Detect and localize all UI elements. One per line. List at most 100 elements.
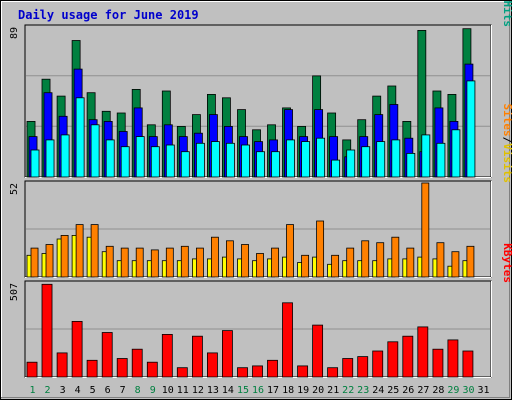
- x-tick-label: 15: [237, 385, 249, 396]
- bar-pages: [120, 146, 130, 178]
- bar-kbytes: [417, 326, 429, 378]
- bar-sites: [376, 242, 385, 278]
- bar-kbytes: [206, 352, 218, 378]
- x-tick-label: 22: [342, 385, 354, 396]
- bar-kbytes: [101, 332, 113, 378]
- bar-kbytes: [447, 339, 459, 378]
- bar-sites: [165, 247, 174, 278]
- bar-kbytes: [116, 358, 128, 378]
- bar-pages: [331, 159, 341, 178]
- bar-pages: [346, 149, 356, 178]
- chart-panels: 89Pages/Files/Hits 52 Sites/Visits 507 KByte…: [9, 0, 512, 378]
- x-tick-label: 1: [29, 385, 35, 396]
- x-tick-label: 27: [417, 385, 429, 396]
- bar-sites: [30, 247, 39, 278]
- bar-sites: [421, 182, 430, 278]
- bar-sites: [135, 247, 144, 278]
- x-tick-label: 8: [135, 385, 141, 396]
- legend-item: /: [501, 137, 512, 144]
- x-tick-label: 23: [357, 385, 369, 396]
- x-tick-label: 3: [60, 385, 66, 396]
- x-tick-label: 19: [297, 385, 309, 396]
- bar-sites: [286, 224, 294, 278]
- x-tick-label: 7: [120, 385, 126, 396]
- bar-pages: [436, 142, 446, 178]
- bar-sites: [331, 254, 340, 278]
- x-tick-label: 11: [177, 385, 189, 396]
- x-tick-label: 17: [267, 385, 279, 396]
- x-tick-label: 31: [477, 385, 489, 396]
- bar-sites: [210, 236, 219, 278]
- bar-sites: [150, 249, 159, 278]
- bar-pages: [301, 141, 311, 178]
- bar-sites: [361, 240, 370, 278]
- x-tick-label: 18: [282, 385, 294, 396]
- bar-pages: [30, 149, 40, 178]
- bar-kbytes: [86, 359, 98, 378]
- bar-sites: [225, 240, 234, 278]
- bar-sites: [90, 224, 99, 278]
- bar-pages: [180, 151, 190, 178]
- bar-pages: [165, 144, 175, 178]
- bar-sites: [406, 247, 415, 278]
- legend-hits-files-pages: Pages/Files/Hits: [501, 0, 512, 27]
- bar-kbytes: [41, 283, 53, 378]
- bar-kbytes: [462, 350, 474, 378]
- bar-pages: [451, 129, 461, 178]
- bar-kbytes: [176, 367, 188, 378]
- bar-pages: [135, 136, 145, 178]
- y-max-label: 52: [9, 183, 20, 195]
- bar-pages: [60, 134, 70, 178]
- bar-kbytes: [26, 361, 38, 378]
- bar-sites: [256, 253, 264, 278]
- legend-item: Hits: [501, 1, 512, 28]
- bar-pages: [90, 124, 100, 178]
- bar-kbytes: [432, 348, 444, 378]
- x-tick-label: 10: [162, 385, 174, 396]
- bar-sites: [60, 234, 69, 278]
- bar-pages: [150, 146, 160, 178]
- x-tick-label: 5: [90, 385, 96, 396]
- bar-pages: [361, 146, 371, 178]
- x-tick-label: 9: [150, 385, 156, 396]
- x-tick-label: 29: [447, 385, 459, 396]
- x-tick-label: 25: [387, 385, 399, 396]
- bar-pages: [271, 151, 280, 178]
- x-axis-labels: 1 2 3 4 5 6 7 8 9 10 11 12 13 14 15 16 17 18 19 20 21 22 23 24 2…: [29, 385, 489, 396]
- bar-kbytes: [387, 341, 399, 378]
- bar-pages: [195, 142, 205, 178]
- panel-visits-sites: 52 Sites/Visits: [9, 104, 512, 278]
- legend-item: /: [501, 0, 512, 1]
- bar-sites: [180, 245, 189, 278]
- bar-sites: [451, 251, 460, 278]
- bar-kbytes: [342, 358, 354, 378]
- bar-kbytes: [327, 367, 339, 378]
- bar-pages: [391, 139, 401, 178]
- x-tick-label: 14: [222, 385, 234, 396]
- bar-pages: [466, 80, 476, 178]
- bar-sites: [195, 247, 204, 278]
- bar-sites: [120, 247, 129, 278]
- bar-kbytes: [402, 335, 414, 378]
- bar-kbytes: [297, 365, 309, 378]
- bar-kbytes: [372, 350, 384, 378]
- chart-title: Daily usage for June 2019: [18, 8, 199, 22]
- bar-kbytes: [161, 333, 173, 378]
- bar-pages: [225, 142, 235, 178]
- bar-pages: [421, 134, 431, 178]
- panel-hits-files-pages: 89 Pages/Files/Hits: [9, 0, 512, 178]
- bar-pages: [256, 151, 265, 178]
- bar-kbytes: [282, 302, 293, 378]
- x-tick-label: 28: [432, 385, 444, 396]
- legend-visits-sites: Sites/Visits: [501, 104, 512, 184]
- legend-kbytes: KBytes: [501, 243, 512, 283]
- bar-sites: [301, 254, 310, 278]
- bar-pages: [241, 144, 250, 178]
- panel-kbytes: 507 KBytes: [9, 243, 512, 378]
- y-max-label: 507: [9, 283, 20, 301]
- bar-sites: [105, 245, 114, 278]
- bar-sites: [241, 244, 249, 278]
- bar-sites: [391, 236, 400, 278]
